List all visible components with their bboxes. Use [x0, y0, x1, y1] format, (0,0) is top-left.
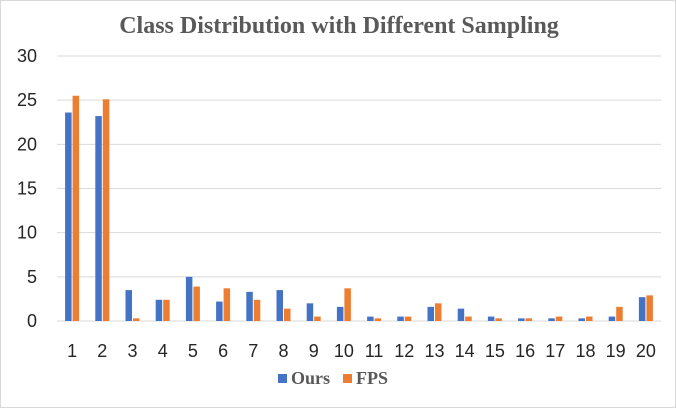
y-tick-label: 15 — [17, 179, 37, 199]
bar-ours-19 — [608, 316, 616, 321]
bar-ours-8 — [276, 290, 283, 321]
bar-fps-1 — [72, 95, 80, 321]
x-tick-label: 17 — [545, 341, 565, 361]
x-tick-label: 9 — [309, 341, 319, 361]
bars — [65, 95, 653, 322]
x-tick-label: 6 — [218, 341, 228, 361]
y-axis-ticks: 0 5 10 15 20 25 30 — [17, 46, 37, 331]
bar-ours-7 — [246, 291, 253, 321]
bar-fps-18 — [586, 316, 593, 321]
x-tick-label: 3 — [127, 341, 137, 361]
y-tick-label: 5 — [27, 267, 37, 287]
bar-ours-4 — [155, 299, 163, 321]
bar-fps-14 — [465, 316, 472, 321]
bar-ours-11 — [367, 316, 374, 321]
x-tick-label: 18 — [575, 341, 595, 361]
x-tick-label: 8 — [278, 341, 288, 361]
x-tick-label: 16 — [515, 341, 535, 361]
bar-ours-17 — [548, 318, 555, 321]
bar-fps-9 — [314, 316, 321, 321]
x-tick-label: 13 — [424, 341, 444, 361]
bar-fps-2 — [102, 99, 110, 322]
x-tick-label: 11 — [365, 341, 384, 361]
chart-title: Class Distribution with Different Sampli… — [119, 13, 559, 39]
legend-swatch-ours — [278, 374, 287, 383]
bar-ours-15 — [487, 316, 495, 321]
x-axis-ticks: 1 2 3 4 5 6 7 8 9 10 11 12 13 14 15 16 17 18 19 20 — [67, 341, 656, 361]
bar-fps-11 — [374, 318, 382, 321]
bar-ours-6 — [216, 301, 223, 321]
bar-fps-17 — [555, 316, 563, 321]
bar-fps-7 — [253, 299, 261, 321]
bar-ours-16 — [518, 318, 525, 321]
x-tick-label: 4 — [158, 341, 168, 361]
bar-ours-2 — [95, 116, 102, 321]
x-tick-label: 7 — [248, 341, 258, 361]
bar-fps-8 — [284, 308, 291, 321]
bar-fps-20 — [646, 295, 653, 321]
bar-ours-20 — [638, 297, 646, 321]
bar-ours-10 — [336, 306, 344, 321]
bar-fps-5 — [193, 286, 200, 321]
y-tick-label: 25 — [17, 90, 37, 110]
bar-fps-6 — [223, 288, 231, 321]
y-tick-label: 20 — [17, 134, 37, 154]
gridlines — [57, 55, 661, 322]
legend-swatch-fps — [343, 374, 352, 383]
y-tick-label: 0 — [27, 311, 37, 331]
x-tick-label: 1 — [67, 341, 77, 361]
bar-fps-4 — [163, 299, 170, 321]
x-tick-label: 15 — [485, 341, 505, 361]
bar-ours-5 — [185, 276, 193, 321]
bar-ours-1 — [65, 112, 72, 322]
x-tick-label: 12 — [394, 341, 414, 361]
x-tick-label: 20 — [636, 341, 656, 361]
bar-ours-12 — [397, 316, 404, 321]
y-tick-label: 30 — [17, 46, 37, 66]
bar-ours-13 — [427, 306, 434, 321]
x-tick-label: 14 — [455, 341, 475, 361]
bar-fps-15 — [495, 318, 502, 321]
bar-ours-9 — [306, 303, 314, 321]
bar-fps-10 — [344, 288, 351, 321]
bar-fps-19 — [616, 306, 623, 321]
bar-ours-18 — [578, 318, 585, 321]
bar-ours-14 — [457, 308, 465, 321]
y-tick-label: 10 — [17, 223, 37, 243]
x-tick-label: 19 — [606, 341, 626, 361]
bar-fps-3 — [133, 318, 140, 321]
legend-label-ours: Ours — [291, 368, 330, 388]
legend-label-fps: FPS — [356, 368, 388, 388]
bar-fps-13 — [435, 303, 442, 321]
x-tick-label: 5 — [188, 341, 198, 361]
bar-ours-3 — [125, 290, 132, 321]
legend: Ours FPS — [278, 368, 388, 388]
bar-fps-12 — [404, 316, 412, 321]
bar-fps-16 — [525, 318, 533, 321]
x-tick-label: 10 — [334, 341, 354, 361]
x-tick-label: 2 — [97, 341, 107, 361]
